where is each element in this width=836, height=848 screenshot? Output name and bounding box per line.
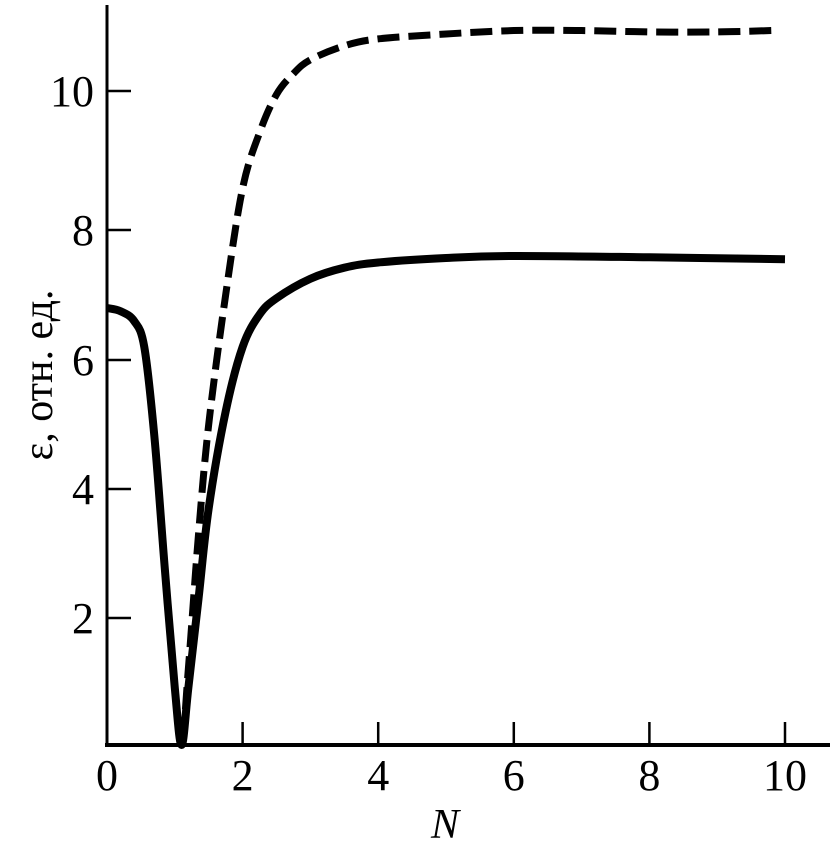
x-axis-title: N — [430, 802, 461, 848]
y-tick-label: 4 — [72, 465, 94, 514]
x-tick-label: 4 — [367, 751, 389, 800]
x-tick-label: 10 — [763, 751, 807, 800]
x-tick-label: 6 — [503, 751, 525, 800]
y-tick-label: 2 — [72, 594, 94, 643]
y-axis-title: ε, отн. ед. — [16, 290, 62, 461]
dashed-series-line — [106, 26, 772, 749]
y-tick-label: 10 — [50, 67, 94, 116]
y-tick-label: 6 — [72, 336, 94, 385]
x-tick-label: 8 — [638, 751, 660, 800]
x-tick-label: 2 — [232, 751, 254, 800]
y-tick-label: 8 — [72, 206, 94, 255]
x-tick-label: 0 — [96, 751, 118, 800]
solid-series-line — [106, 251, 786, 749]
